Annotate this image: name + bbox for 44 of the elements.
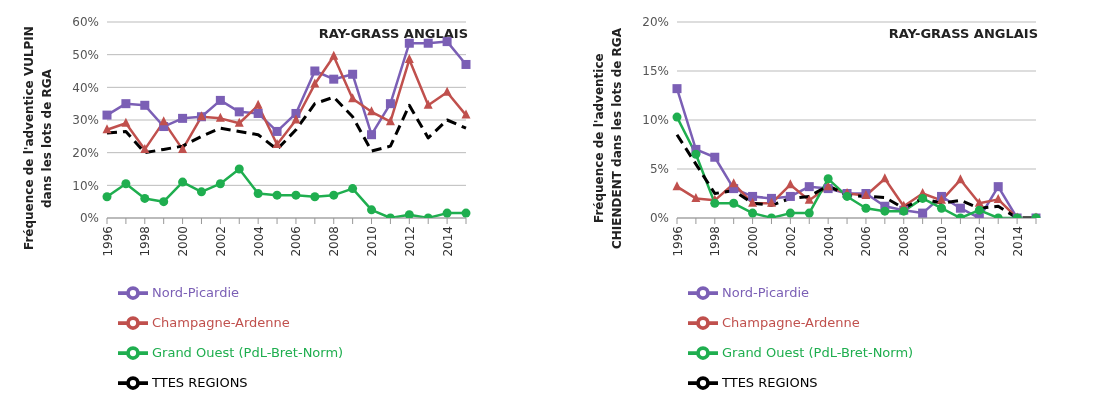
legend-label: Champagne-Ardenne: [152, 314, 290, 330]
x-tick-label: 2000: [176, 226, 191, 257]
x-tick-label: 2010: [935, 226, 950, 257]
x-tick-label: 2002: [783, 226, 798, 257]
x-tick-label: 2006: [289, 226, 304, 257]
y-tick-label: 10%: [642, 113, 669, 128]
x-tick-label: 2006: [859, 226, 874, 257]
x-tick-label: 2010: [365, 226, 380, 257]
x-tick-label: 1996: [670, 226, 685, 257]
x-tick-label: 2014: [440, 226, 455, 257]
y-tick-label: 20%: [72, 145, 99, 160]
y-tick-label: 50%: [72, 47, 99, 62]
y-tick-label: 20%: [642, 15, 669, 30]
y-tick-label: 5%: [649, 162, 669, 177]
legend-label: TTES REGIONS: [722, 374, 818, 390]
x-tick-label: 2004: [821, 226, 836, 257]
y-tick-label: 10%: [72, 178, 99, 193]
legend-label: Nord-Picardie: [722, 284, 809, 300]
chart-title: RAY-GRASS ANGLAIS: [888, 26, 1038, 41]
x-tick-label: 2012: [402, 226, 417, 257]
x-tick-label: 1998: [138, 226, 153, 257]
y-tick-label: 15%: [642, 64, 669, 79]
chart-title: RAY-GRASS ANGLAIS: [318, 26, 468, 41]
legend-label: Nord-Picardie: [152, 284, 239, 300]
x-tick-label: 2014: [1010, 226, 1025, 257]
legend-label: TTES REGIONS: [152, 374, 248, 390]
y-axis-title: Fréquence de l'adventice CHIENDENT dans les lots de RGA: [591, 26, 625, 251]
x-tick-label: 2002: [213, 226, 228, 257]
legend-label: Champagne-Ardenne: [722, 314, 860, 330]
x-tick-label: 2012: [972, 226, 987, 257]
x-tick-label: 2000: [746, 226, 761, 257]
x-tick-label: 2004: [251, 226, 266, 257]
y-axis-title: Fréquence de l'adventice VULPIN dans les lots de RGA: [21, 25, 55, 252]
x-tick-label: 1996: [100, 226, 115, 257]
y-tick-label: 30%: [72, 113, 99, 128]
y-tick-label: 0%: [649, 211, 669, 226]
legend-label: Grand Ouest (PdL-Bret-Norm): [152, 344, 344, 360]
y-tick-label: 0%: [79, 211, 99, 226]
legend-label: Grand Ouest (PdL-Bret-Norm): [722, 344, 914, 360]
x-tick-label: 2008: [897, 226, 912, 257]
y-tick-label: 40%: [72, 80, 99, 95]
x-tick-label: 2008: [327, 226, 342, 257]
y-tick-label: 60%: [72, 15, 99, 30]
x-tick-label: 1998: [708, 226, 723, 257]
